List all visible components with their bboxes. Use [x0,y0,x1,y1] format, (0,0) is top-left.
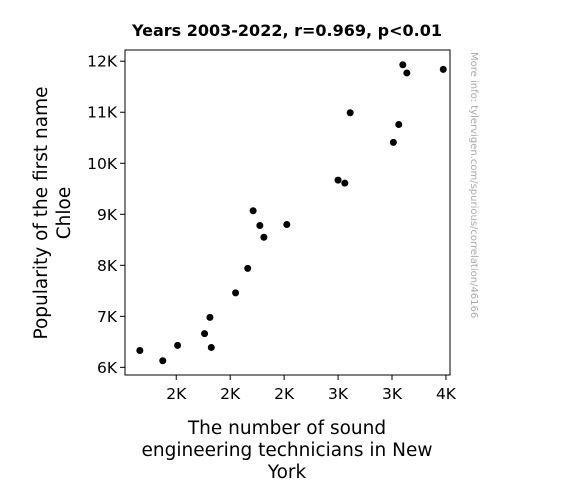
data-point [250,207,257,214]
data-point [174,342,181,349]
y-tick-label: 8K [97,257,118,275]
data-point [256,222,263,229]
y-tick-label: 7K [97,308,118,326]
y-tick-label: 6K [97,359,118,377]
data-point [201,330,208,337]
data-point [440,66,447,73]
x-axis-label-line-1: The number of sound [187,418,386,439]
y-tick-label: 9K [97,206,118,224]
x-axis-label-line-2: engineering technicians in New [142,440,433,461]
y-tick-label: 12K [87,53,118,71]
x-tick-label: 3K [382,385,403,403]
y-axis-label-line-2: Chloe [54,187,75,239]
data-point [283,221,290,228]
x-tick-label: 2K [166,385,187,403]
y-tick-label: 11K [87,104,118,122]
y-axis-label-line-1: Popularity of the first name [31,86,52,339]
chart-title: Years 2003-2022, r=0.969, p<0.01 [131,21,442,40]
x-tick-label: 2K [220,385,241,403]
watermark-text: More info: tylervigen.com/spurious/corre… [468,52,479,318]
y-axis: 6K 7K 8K 9K 10K 11K 12K [87,53,125,377]
data-point [390,139,397,146]
x-axis: 2K 2K 2K 3K 3K 4K [166,375,457,403]
data-point [208,344,215,351]
plot-area [125,50,450,375]
y-tick-label: 10K [87,155,118,173]
data-point [399,61,406,68]
data-point [232,289,239,296]
data-point [335,177,342,184]
data-point [395,121,402,128]
data-point [347,109,354,116]
x-tick-label: 2K [274,385,295,403]
data-point [206,314,213,321]
x-axis-label-line-3: York [267,462,307,483]
data-point [341,180,348,187]
data-point [159,357,166,364]
x-tick-label: 4K [436,385,457,403]
data-point [260,234,267,241]
data-points [136,61,446,364]
data-point [403,69,410,76]
data-point [136,347,143,354]
x-tick-label: 3K [328,385,349,403]
data-point [244,265,251,272]
